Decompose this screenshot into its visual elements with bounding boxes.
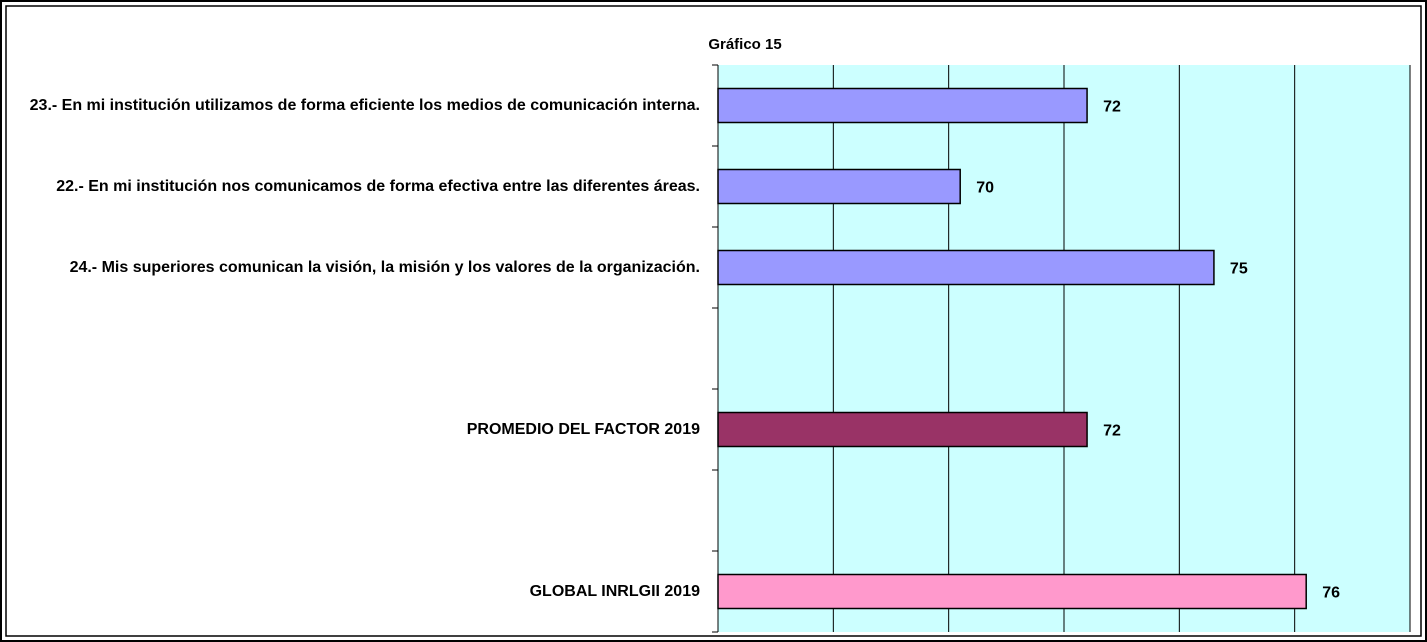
value-label: 76 (1322, 585, 1340, 602)
bar (717, 573, 1307, 610)
category-label: PROMEDIO DEL FACTOR 2019 (466, 420, 700, 438)
value-label: 72 (1103, 423, 1121, 440)
bar (717, 168, 961, 205)
inner-border (5, 5, 1422, 637)
category-label: 23.- En mi institución utilizamos de for… (29, 96, 700, 114)
value-label: 70 (976, 180, 994, 197)
bar (717, 411, 1088, 448)
bar (717, 87, 1088, 124)
chart-title: Gráfico 15 (708, 36, 781, 53)
value-label: 72 (1103, 99, 1121, 116)
category-label: 22.- En mi institución nos comunicamos d… (56, 177, 700, 195)
bar (717, 249, 1215, 286)
category-label: GLOBAL INRLGII 2019 (529, 582, 700, 600)
value-label: 75 (1230, 261, 1248, 278)
category-label: 24.- Mis superiores comunican la visión,… (69, 258, 700, 276)
